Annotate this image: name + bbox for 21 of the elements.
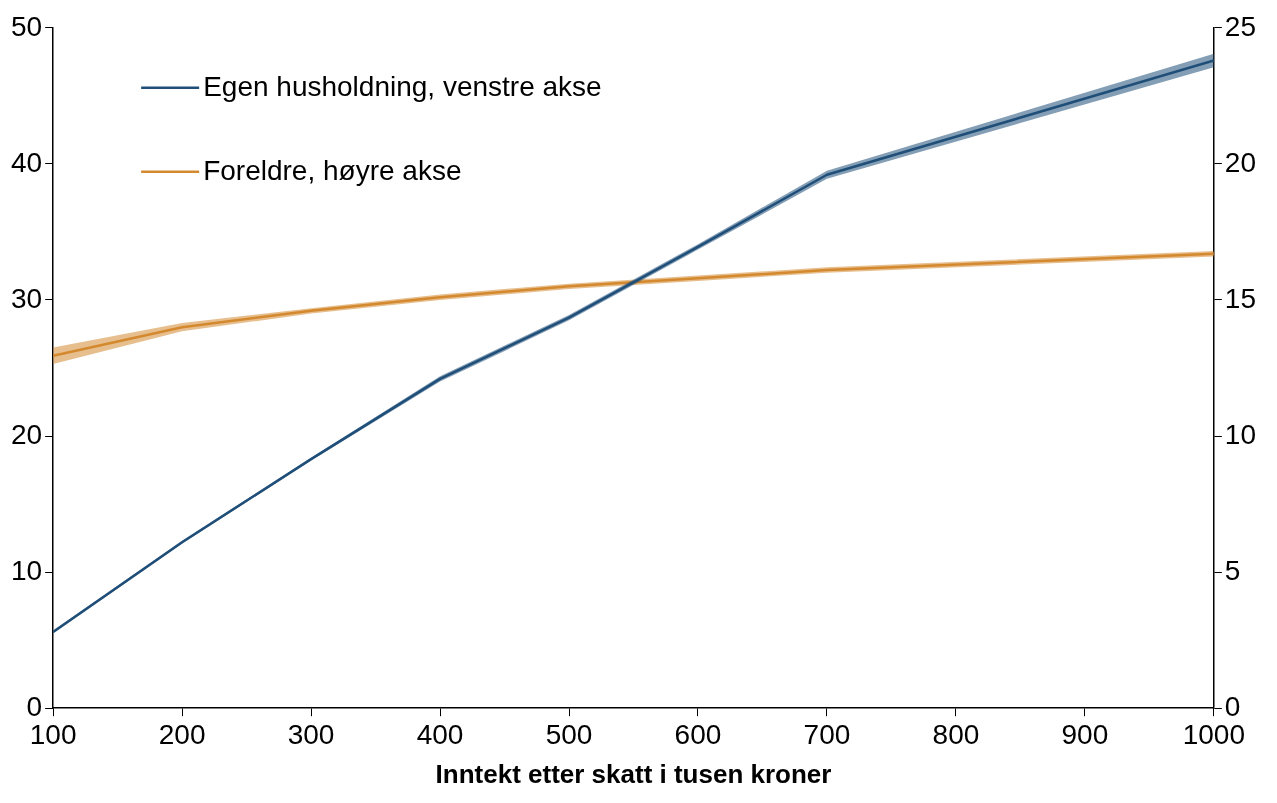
x-tick-label: 600 xyxy=(674,718,722,750)
x-tick-label: 500 xyxy=(545,718,593,750)
x-tick-label: 800 xyxy=(932,718,980,750)
y-tick-label: 50 xyxy=(10,10,43,42)
y2-tick-label: 5 xyxy=(1224,554,1241,586)
x-tick-label: 700 xyxy=(803,718,851,750)
y-tick-label: 30 xyxy=(10,282,43,314)
x-tick-label: 200 xyxy=(158,718,206,750)
x-tick-label: 900 xyxy=(1061,718,1109,750)
y-tick-label: 20 xyxy=(10,418,43,450)
y2-tick-label: 25 xyxy=(1224,10,1257,42)
legend-label: Egen husholdning, venstre akse xyxy=(203,70,602,102)
y2-tick-label: 20 xyxy=(1224,146,1257,178)
x-tick-label: 300 xyxy=(287,718,335,750)
x-tick-label: 400 xyxy=(416,718,464,750)
y-tick-label: 10 xyxy=(10,554,43,586)
legend-label: Foreldre, høyre akse xyxy=(203,154,462,186)
y2-tick-label: 15 xyxy=(1224,282,1257,314)
y-tick-label: 40 xyxy=(10,146,43,178)
x-axis-title: Inntekt etter skatt i tusen kroner xyxy=(435,758,832,789)
y2-tick-label: 10 xyxy=(1224,418,1257,450)
